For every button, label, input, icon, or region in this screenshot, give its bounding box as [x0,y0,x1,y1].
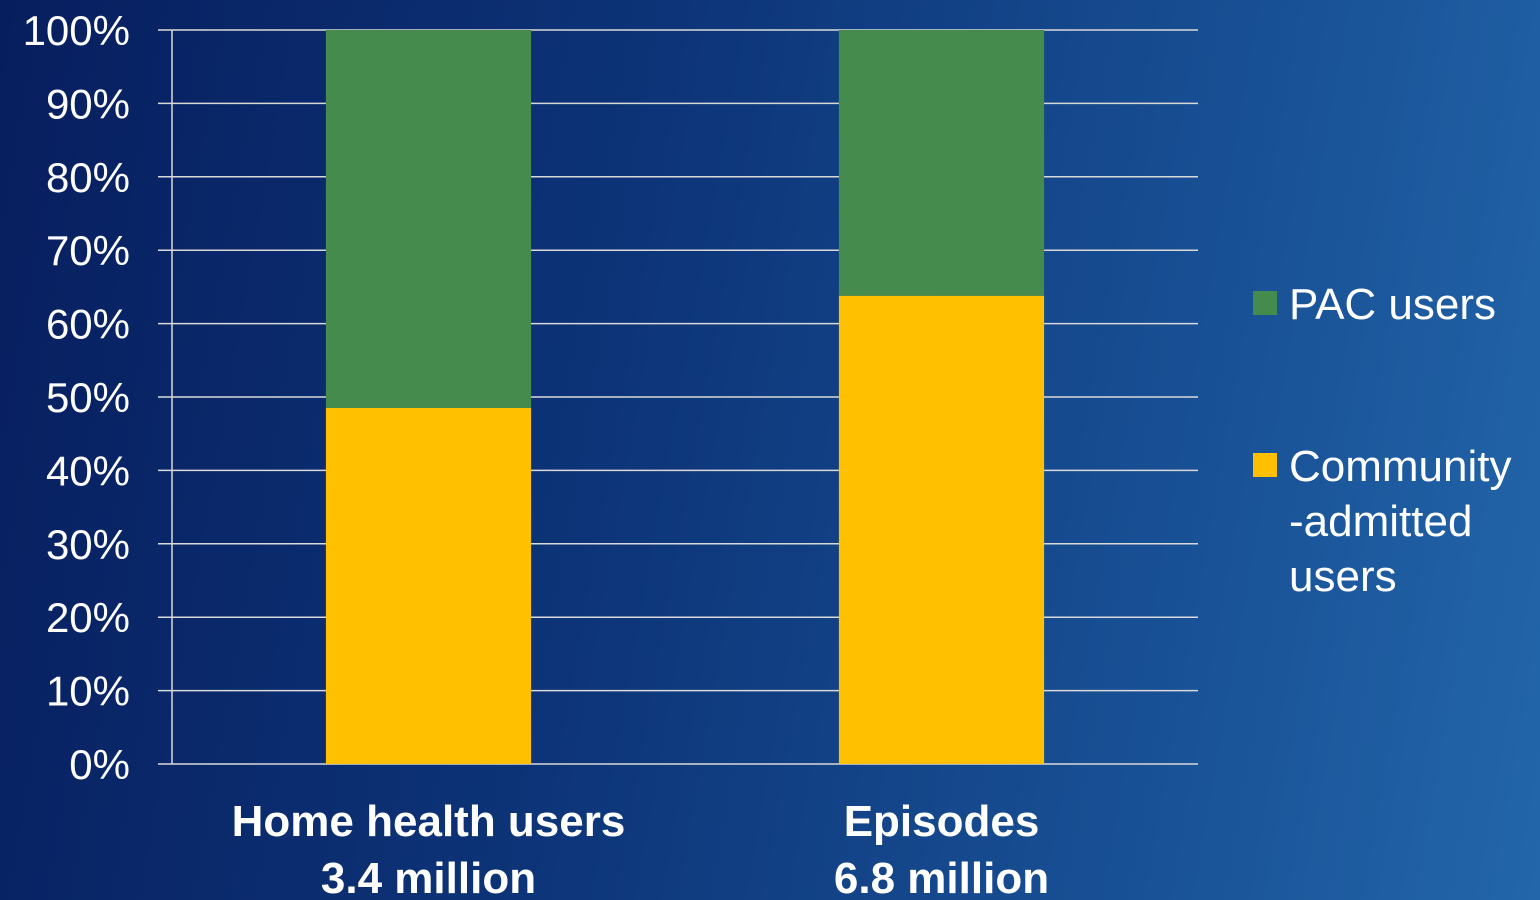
y-tick-label: 10% [46,668,130,715]
bars [325,30,1045,764]
y-tick-label: 60% [46,301,130,348]
x-category-label: 6.8 million [834,854,1049,900]
y-tick-label: 30% [46,521,130,568]
legend-swatch [1253,453,1277,477]
bar-segment [325,408,532,764]
y-tick-label: 50% [46,374,130,421]
legend-label: Community [1289,442,1512,491]
legend-label: users [1289,552,1397,601]
legend-swatch [1253,291,1277,315]
legend-label: PAC users [1289,280,1496,329]
y-tick-labels: 0% 10% 20% 30% 40% 50% 60% 70% 80% 90% 100% [23,7,130,788]
legend-label: -admitted [1289,497,1472,546]
bar-segment [325,30,532,409]
y-tick-label: 70% [46,227,130,274]
x-category-label: 3.4 million [321,854,536,900]
y-tick-label: 20% [46,594,130,641]
x-category-label: Home health users [232,797,626,846]
y-tick-label: 40% [46,447,130,494]
bar-segment [838,295,1045,764]
legend: PAC users Community -admitted users [1253,280,1512,601]
x-category-label: Episodes [844,797,1040,846]
y-tick-label: 0% [69,741,130,788]
y-tick-label: 100% [23,7,130,54]
y-tick-label: 80% [46,154,130,201]
bar-segment [838,30,1045,296]
y-tick-label: 90% [46,80,130,127]
x-category-labels: Home health users 3.4 million Episodes 6.8 … [232,797,1049,900]
